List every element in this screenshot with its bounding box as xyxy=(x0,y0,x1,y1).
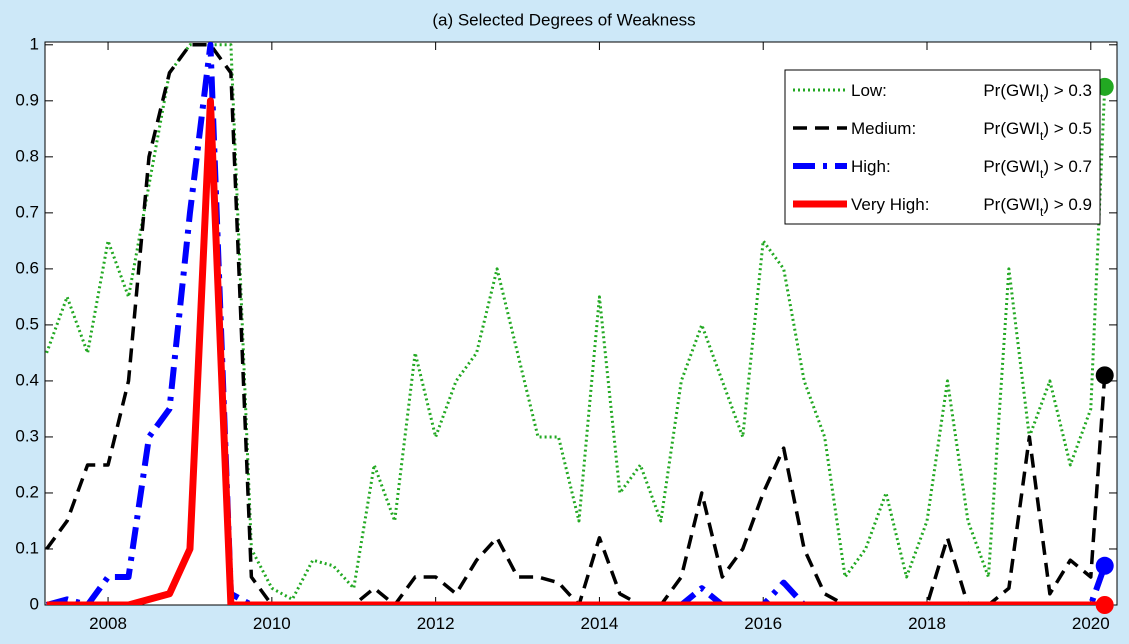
condition-text: ) > 0.9 xyxy=(1043,195,1092,214)
condition-sub: t xyxy=(1040,205,1044,219)
y-tick-label: 1 xyxy=(30,34,39,53)
legend-condition: Pr(GWIt) > 0.3 xyxy=(983,81,1092,105)
x-tick-label: 2016 xyxy=(744,614,782,633)
y-tick-label: 0 xyxy=(30,594,39,613)
legend-condition: Pr(GWIt) > 0.7 xyxy=(983,157,1092,181)
y-tick-label: 0.3 xyxy=(15,426,39,445)
y-tick-label: 0.7 xyxy=(15,202,39,221)
y-tick-label: 0.4 xyxy=(15,370,39,389)
condition-text: ) > 0.3 xyxy=(1043,81,1092,100)
condition-text: Pr(GWI xyxy=(983,195,1040,214)
end-marker xyxy=(1095,596,1114,614)
condition-text: Pr(GWI xyxy=(983,81,1040,100)
y-tick-label: 0.8 xyxy=(15,146,39,165)
condition-sub: t xyxy=(1040,91,1044,105)
legend-condition: Pr(GWIt) > 0.5 xyxy=(983,119,1092,143)
legend-box xyxy=(784,69,1101,225)
condition-text: Pr(GWI xyxy=(983,119,1040,138)
legend-label: High: xyxy=(851,157,891,176)
condition-text: ) > 0.5 xyxy=(1043,119,1092,138)
y-tick-label: 0.9 xyxy=(15,90,39,109)
legend-label: Very High: xyxy=(851,195,929,214)
legend-condition: Pr(GWIt) > 0.9 xyxy=(983,195,1092,219)
legend-label: Low: xyxy=(851,81,887,100)
condition-sub: t xyxy=(1040,129,1044,143)
condition-text: ) > 0.7 xyxy=(1043,157,1092,176)
y-tick-label: 0.5 xyxy=(15,314,39,333)
x-tick-label: 2008 xyxy=(89,614,127,633)
y-tick-label: 0.2 xyxy=(15,482,39,501)
series-line xyxy=(46,97,1105,605)
x-tick-label: 2010 xyxy=(253,614,291,633)
x-tick-label: 2020 xyxy=(1072,614,1110,633)
condition-sub: t xyxy=(1040,167,1044,181)
x-tick-label: 2018 xyxy=(908,614,946,633)
end-marker xyxy=(1095,556,1114,575)
x-tick-label: 2012 xyxy=(417,614,455,633)
chart-title: (a) Selected Degrees of Weakness xyxy=(432,10,695,29)
y-tick-label: 0.1 xyxy=(15,538,39,557)
series-line xyxy=(45,43,1107,601)
legend-label: Medium: xyxy=(851,119,916,138)
end-marker xyxy=(1095,366,1114,385)
x-tick-label: 2014 xyxy=(581,614,619,633)
y-tick-label: 0.6 xyxy=(15,258,39,277)
condition-text: Pr(GWI xyxy=(983,157,1040,176)
